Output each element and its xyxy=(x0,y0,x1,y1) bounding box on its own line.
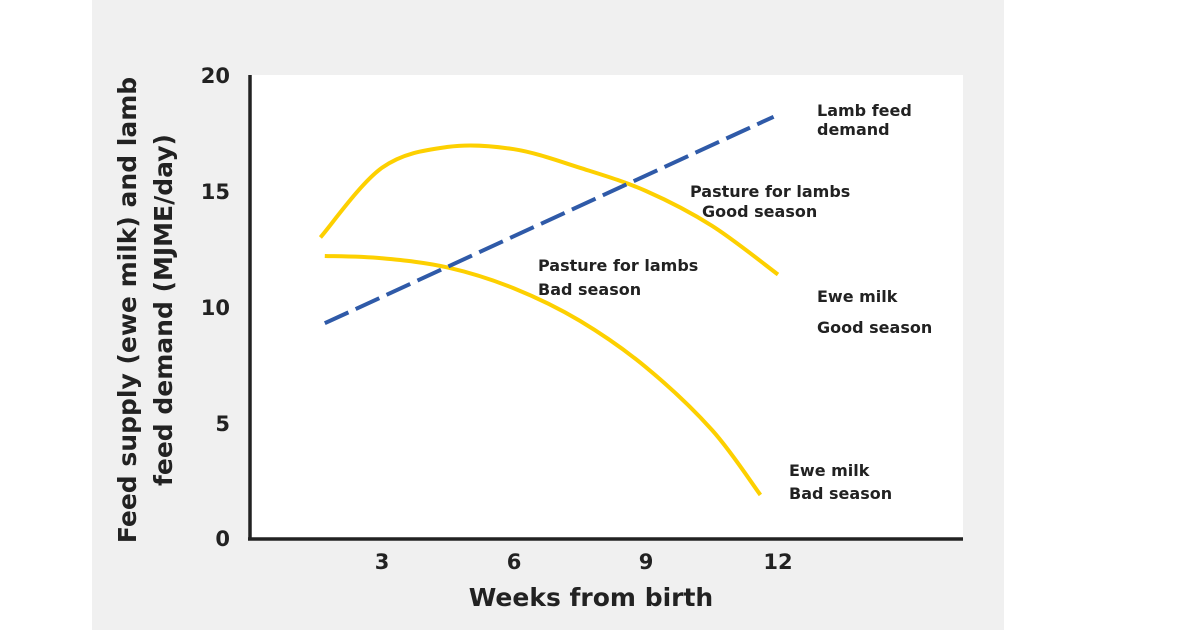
y-tick-label: 10 xyxy=(201,296,230,320)
annotation-line: Good season xyxy=(817,318,932,337)
annotation-ewe-milk-good-season: Ewe milk Good season xyxy=(817,287,932,337)
annotation-line: Bad season xyxy=(789,484,892,503)
annotation-line: Good season xyxy=(702,202,817,221)
x-tick-label: 12 xyxy=(763,550,792,574)
y-tick-label: 0 xyxy=(215,527,230,551)
x-axis-title: Weeks from birth xyxy=(469,583,713,612)
annotation-lamb-feed-demand: Lamb feed demand xyxy=(817,101,912,139)
tick-layer: 3 6 9 12 0 5 10 15 20 xyxy=(201,64,793,574)
annotation-line: Lamb feed xyxy=(817,101,912,120)
annotation-pasture-bad-season: Pasture for lambs Bad season xyxy=(538,256,698,299)
x-tick-label: 6 xyxy=(507,550,522,574)
series-lamb-feed-demand xyxy=(323,114,775,326)
annotation-line: demand xyxy=(817,120,890,139)
y-tick-label: 5 xyxy=(215,412,230,436)
y-axis-title-line-1: Feed supply (ewe milk) and lamb xyxy=(113,77,142,543)
y-axis-title-line-2: feed demand (MJME/day) xyxy=(149,134,178,486)
series-ewe-milk-bad-season xyxy=(324,254,763,497)
x-tick-label: 9 xyxy=(639,550,654,574)
annotation-line: Pasture for lambs xyxy=(690,182,850,201)
series-layer xyxy=(318,114,780,497)
annotation-ewe-milk-bad-season: Ewe milk Bad season xyxy=(789,461,892,503)
annotation-pasture-good-season: Pasture for lambs Good season xyxy=(690,182,850,221)
series-ewe-milk-good-season xyxy=(318,143,780,277)
annotation-line: Bad season xyxy=(538,280,641,299)
annotation-line: Ewe milk xyxy=(789,461,870,480)
y-tick-label: 15 xyxy=(201,180,230,204)
annotation-line: Pasture for lambs xyxy=(538,256,698,275)
annotation-line: Ewe milk xyxy=(817,287,898,306)
plot-area xyxy=(250,75,963,539)
y-tick-label: 20 xyxy=(201,64,230,88)
x-tick-label: 3 xyxy=(375,550,390,574)
